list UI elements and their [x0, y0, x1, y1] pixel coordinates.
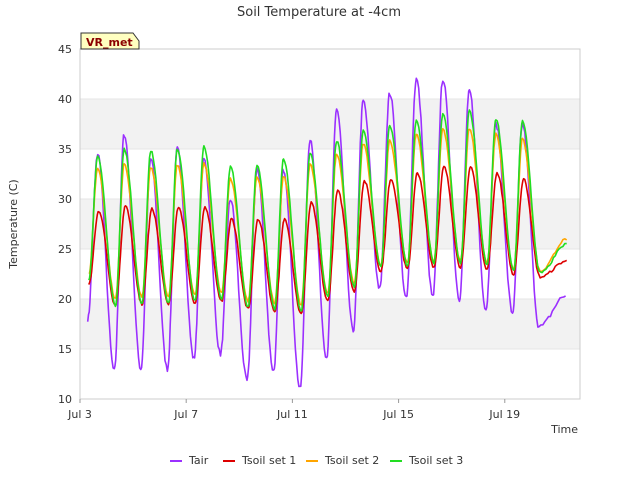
y-tick-label: 25 — [58, 243, 72, 256]
x-tick-label: Jul 7 — [173, 408, 198, 421]
y-tick-label: 15 — [58, 343, 72, 356]
legend-item-tsoil-set-2: Tsoil set 2 — [306, 454, 379, 467]
y-tick-label: 30 — [58, 193, 72, 206]
series-lines — [86, 77, 568, 388]
y-axis-ticks: 10 15 20 25 30 35 40 45 — [58, 43, 72, 406]
legend: Tair Tsoil set 1 Tsoil set 2 Tsoil set 3 — [170, 454, 463, 467]
station-badge-label: VR_met — [86, 36, 133, 49]
station-badge: VR_met — [80, 32, 140, 50]
legend-label: Tsoil set 1 — [241, 454, 296, 467]
y-tick-label: 10 — [58, 393, 72, 406]
y-tick-label: 35 — [58, 143, 72, 156]
legend-label: Tair — [188, 454, 209, 467]
x-tick-label: Jul 15 — [382, 408, 414, 421]
x-tick-label: Jul 11 — [276, 408, 308, 421]
y-tick-label: 40 — [58, 93, 72, 106]
legend-label: Tsoil set 2 — [324, 454, 379, 467]
legend-item-tsoil-set-3: Tsoil set 3 — [390, 454, 463, 467]
y-tick-label: 20 — [58, 293, 72, 306]
y-tick-label: 45 — [58, 43, 72, 56]
plot-area-frame — [79, 48, 581, 400]
x-axis-ticks: Jul 3 Jul 7 Jul 11 Jul 15 Jul 19 — [67, 399, 520, 421]
chart-title: Soil Temperature at -4cm — [237, 5, 401, 20]
station-badge-box — [80, 32, 140, 50]
legend-label: Tsoil set 3 — [408, 454, 463, 467]
background-band — [80, 99, 580, 149]
background-band — [80, 199, 580, 249]
x-axis-label: Time — [550, 423, 578, 436]
legend-item-tsoil-set-1: Tsoil set 1 — [223, 454, 296, 467]
x-tick-label: Jul 3 — [67, 408, 92, 421]
legend-item-tair: Tair — [170, 454, 209, 467]
x-tick-label: Jul 19 — [488, 408, 520, 421]
series-line-tsoil-set-3 — [88, 109, 567, 312]
y-axis-label: Temperature (C) — [7, 179, 20, 269]
